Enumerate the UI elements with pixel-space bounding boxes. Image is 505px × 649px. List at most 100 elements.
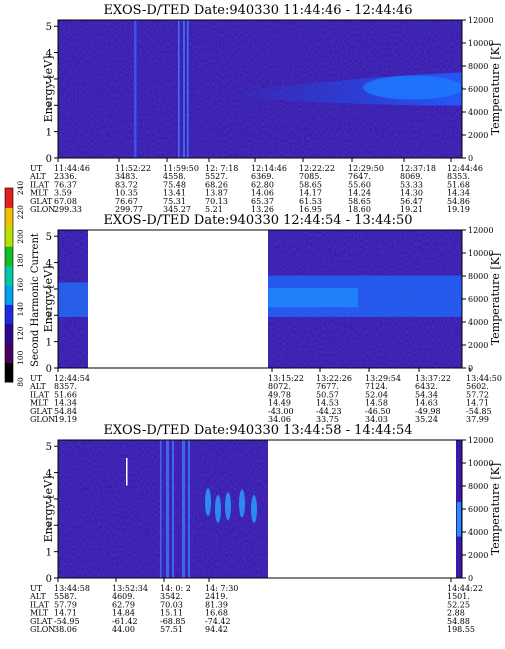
row-label: GLAT xyxy=(30,197,53,206)
table-cell: 8069. xyxy=(400,172,423,181)
orbit-table: UTALTILATMLTGLATGLON12:44:548357.51.6614… xyxy=(29,374,502,424)
row-label: ALT xyxy=(29,592,46,601)
row-label: GLON xyxy=(30,415,55,424)
table-cell: 57.72 xyxy=(466,390,489,399)
table-cell: 19.19 xyxy=(447,205,470,214)
plasma-blob xyxy=(225,492,231,521)
table-cell: 19.21 xyxy=(400,205,423,214)
table-cell: 3.59 xyxy=(54,189,72,198)
table-cell: 52.04 xyxy=(365,390,388,399)
table-cell: 15.11 xyxy=(160,609,183,618)
y2-tick-label: 12000 xyxy=(468,436,493,445)
table-cell: -49.98 xyxy=(415,407,441,416)
y-axis-label: Energy [eV] xyxy=(42,56,55,123)
table-cell: 54.84 xyxy=(54,407,77,416)
data-gap xyxy=(268,440,456,578)
y-tick-label: 3 xyxy=(46,495,52,506)
y2-axis-label: Temperature [K] xyxy=(489,253,502,345)
panel-title: EXOS-D/TED Date:940330 11:44:46 - 12:44:… xyxy=(103,3,412,18)
table-cell: 50.57 xyxy=(316,390,339,399)
table-cell: 13:37:22 xyxy=(415,374,451,383)
table-cell: 8072. xyxy=(268,382,291,391)
colorbar-label: Second Harmonic Current xyxy=(30,233,41,367)
vertical-streak xyxy=(183,20,185,158)
y-tick-label: 4 xyxy=(46,49,52,60)
y-axis-label: Energy [eV] xyxy=(42,476,55,543)
table-cell: 65.37 xyxy=(251,197,274,206)
table-cell: 12: 7:18 xyxy=(205,164,238,173)
row-label: MLT xyxy=(30,609,49,618)
table-cell: 2336. xyxy=(54,172,77,181)
table-cell: 75.31 xyxy=(163,197,186,206)
plasma-band xyxy=(457,502,461,537)
table-cell: 13:52:34 xyxy=(112,584,148,593)
table-cell: 34.03 xyxy=(365,415,388,424)
table-cell: 1501. xyxy=(447,592,470,601)
row-label: MLT xyxy=(30,399,49,408)
colorbar-tick-label: 100 xyxy=(16,350,25,365)
table-cell: 7124. xyxy=(365,382,388,391)
y-tick-label: 0 xyxy=(46,574,52,585)
table-cell: 49.78 xyxy=(268,390,291,399)
table-cell: 12:22:22 xyxy=(299,164,335,173)
table-cell: -54.85 xyxy=(466,407,492,416)
plasma-blob xyxy=(239,489,245,518)
table-cell: 7647. xyxy=(348,172,371,181)
table-cell: 14:44:22 xyxy=(447,584,483,593)
table-cell: 5527. xyxy=(205,172,228,181)
table-cell: 14.06 xyxy=(251,189,274,198)
y-tick-label: 0 xyxy=(46,154,52,165)
table-cell: 19.19 xyxy=(54,415,77,424)
row-label: GLON xyxy=(30,205,55,214)
row-label: GLAT xyxy=(30,617,53,626)
colorbar-segment xyxy=(5,188,13,208)
table-cell: 38.06 xyxy=(54,625,77,634)
y2-tick-label: 12000 xyxy=(468,16,493,25)
table-cell: 14.71 xyxy=(466,399,489,408)
colorbar-segment xyxy=(5,323,13,344)
y2-tick-label: 2000 xyxy=(468,341,488,350)
y-tick-label: 3 xyxy=(46,75,52,86)
table-cell: 14.34 xyxy=(447,189,470,198)
table-cell: -68.85 xyxy=(160,617,186,626)
colorbar-tick-label: 240 xyxy=(16,181,25,196)
row-label: ALT xyxy=(29,172,46,181)
table-cell: 14.63 xyxy=(415,399,438,408)
table-cell: 57.51 xyxy=(160,625,183,634)
table-cell: 3542. xyxy=(160,592,183,601)
spectrogram-image xyxy=(58,20,463,158)
y2-tick-label: 10000 xyxy=(468,249,493,258)
colorbar-tick-label: 140 xyxy=(16,302,25,317)
colorbar-tick-label: 120 xyxy=(16,326,25,341)
table-cell: 5602. xyxy=(466,382,489,391)
table-cell: 76.67 xyxy=(115,197,138,206)
table-cell: 2.88 xyxy=(447,609,465,618)
table-cell: 13:29:54 xyxy=(365,374,401,383)
vertical-streak xyxy=(187,20,189,158)
table-cell: 14.24 xyxy=(348,189,371,198)
table-cell: 7677. xyxy=(316,382,339,391)
table-cell: 13:44:58 xyxy=(54,584,90,593)
table-cell: -43.00 xyxy=(268,407,294,416)
table-cell: 5.21 xyxy=(205,205,223,214)
plasma-band-core xyxy=(363,75,463,100)
colorbar-segment xyxy=(5,362,13,383)
row-label: UT xyxy=(30,374,43,383)
table-cell: 4558. xyxy=(163,172,186,181)
y2-tick-label: 4000 xyxy=(468,108,488,117)
y2-axis-label: Temperature [K] xyxy=(489,43,502,135)
table-cell: 12:44:46 xyxy=(447,164,483,173)
table-cell: 44.00 xyxy=(112,625,135,634)
vertical-streak xyxy=(126,457,128,486)
table-cell: 14.53 xyxy=(316,399,339,408)
row-label: MLT xyxy=(30,189,49,198)
y2-tick-label: 0 xyxy=(468,154,473,163)
table-cell: 70.03 xyxy=(160,600,183,609)
y2-tick-label: 4000 xyxy=(468,318,488,327)
table-cell: 54.88 xyxy=(447,617,470,626)
table-cell: 345.27 xyxy=(163,205,191,214)
table-cell: 11:44:46 xyxy=(54,164,90,173)
table-cell: 55.60 xyxy=(348,180,371,189)
row-label: ILAT xyxy=(30,180,50,189)
